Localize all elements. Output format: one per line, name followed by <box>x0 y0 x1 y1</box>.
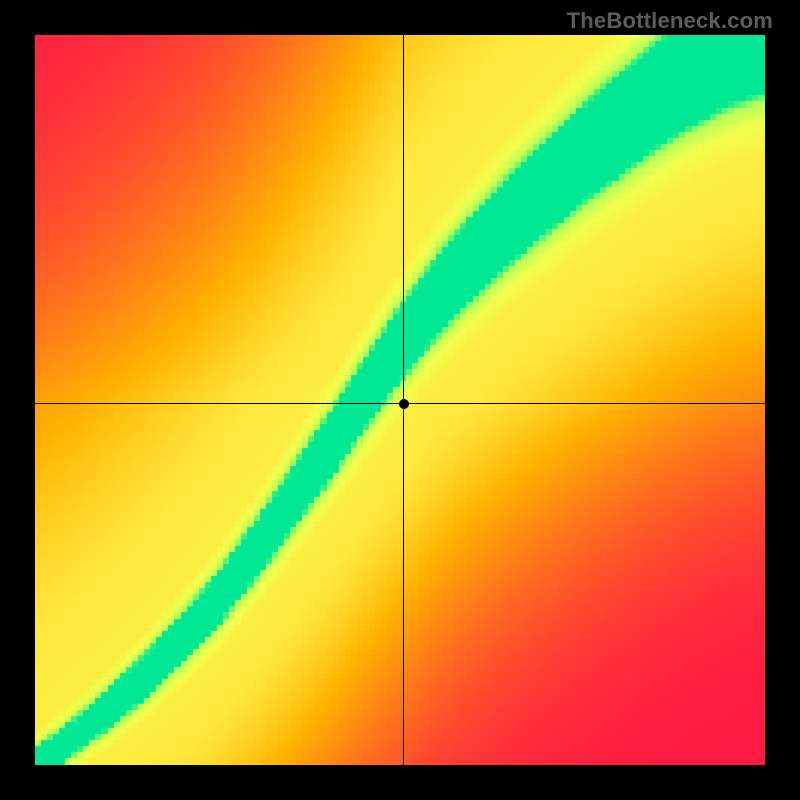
chart-container: { "watermark": { "text": "TheBottleneck.… <box>0 0 800 800</box>
crosshair-point <box>399 399 409 409</box>
watermark-text: TheBottleneck.com <box>567 8 773 34</box>
